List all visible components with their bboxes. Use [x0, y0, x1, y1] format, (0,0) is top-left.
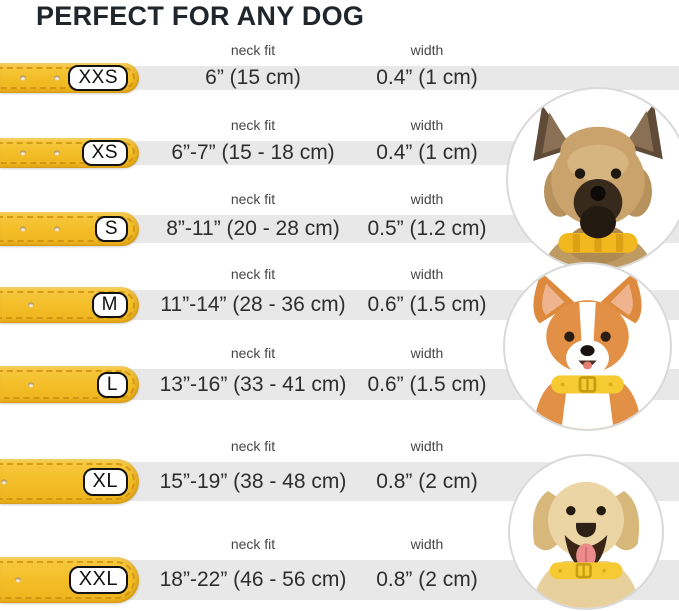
- width-column-header: width: [410, 536, 444, 552]
- collar-band: 6” (15 cm) 0.4” (1 cm) XXS: [0, 63, 679, 93]
- width-column-header: width: [410, 438, 444, 454]
- neck-fit-value: 6” (15 cm): [205, 66, 301, 89]
- corgi-dog-image: [533, 272, 642, 429]
- collar-hole: [28, 302, 34, 308]
- width-value: 0.8” (2 cm): [376, 469, 478, 493]
- neck-fit-column-header: neck fit: [230, 536, 276, 552]
- collar-strap: S: [0, 212, 139, 246]
- collar-hole: [54, 75, 60, 81]
- width-column-header: width: [410, 345, 444, 361]
- size-label: XXL: [68, 566, 128, 594]
- row-header: neck fit width: [0, 436, 679, 459]
- width-column-header: width: [410, 191, 444, 207]
- neck-fit-value: 8”-11” (20 - 28 cm): [166, 217, 340, 240]
- row-header: neck fit width: [0, 264, 679, 287]
- neck-fit-column-header: neck fit: [230, 266, 276, 282]
- dog-photo-corgi: [503, 262, 672, 431]
- neck-fit-column-header: neck fit: [230, 191, 276, 207]
- neck-fit-value: 13”-16” (33 - 41 cm): [159, 372, 347, 396]
- width-value: 0.6” (1.5 cm): [367, 372, 487, 396]
- size-row-xxs: neck fit width 6” (15 cm) 0.4” (1 cm) XX…: [0, 40, 679, 93]
- neck-fit-column-header: neck fit: [230, 345, 276, 361]
- neck-fit-value: 18”-22” (46 - 56 cm): [159, 568, 347, 591]
- collar-strap: XXS: [0, 63, 139, 93]
- row-header: neck fit width: [0, 115, 679, 138]
- size-label: XL: [82, 467, 128, 496]
- neck-fit-value: 15”-19” (38 - 48 cm): [159, 469, 347, 493]
- neck-fit-value: 11”-14” (28 - 36 cm): [160, 293, 346, 316]
- row-header: neck fit width: [0, 534, 679, 557]
- width-column-header: width: [410, 42, 444, 58]
- dog-photo-labrador: [508, 454, 664, 610]
- dog-photo-terrier: [506, 87, 679, 271]
- size-label: XS: [81, 140, 128, 166]
- terrier-dog-image: [533, 103, 663, 269]
- width-column-header: width: [410, 266, 444, 282]
- labrador-dog-image: [530, 481, 642, 608]
- width-column-header: width: [410, 117, 444, 133]
- collar-strap: XXL: [0, 557, 139, 603]
- row-header: neck fit width: [0, 189, 679, 212]
- neck-fit-column-header: neck fit: [230, 438, 276, 454]
- collar-hole: [54, 226, 60, 232]
- width-value: 0.4” (1 cm): [376, 141, 478, 164]
- collar-hole: [15, 577, 21, 583]
- size-label: XXS: [68, 65, 128, 91]
- row-header: neck fit width: [0, 40, 679, 63]
- collar-hole: [20, 150, 26, 156]
- width-value: 0.5” (1.2 cm): [367, 217, 487, 240]
- page-title: PERFECT FOR ANY DOG: [36, 1, 365, 31]
- collar-strap: L: [0, 366, 139, 403]
- collar-hole: [28, 382, 34, 387]
- size-label: L: [96, 371, 128, 398]
- width-value: 0.4” (1 cm): [376, 66, 478, 89]
- collar-strap: XL: [0, 459, 139, 504]
- collar-strap: M: [0, 287, 139, 323]
- size-label: M: [91, 292, 128, 318]
- collar-hole: [20, 75, 26, 81]
- neck-fit-value: 6”-7” (15 - 18 cm): [171, 141, 335, 164]
- width-value: 0.6” (1.5 cm): [367, 293, 487, 316]
- row-header: neck fit width: [0, 343, 679, 366]
- neck-fit-column-header: neck fit: [230, 42, 276, 58]
- size-label: S: [94, 216, 128, 242]
- collar-strap: XS: [0, 138, 139, 168]
- width-value: 0.8” (2 cm): [376, 568, 478, 591]
- neck-fit-column-header: neck fit: [230, 117, 276, 133]
- collar-hole: [20, 226, 26, 232]
- collar-hole: [54, 150, 60, 156]
- collar-hole: [1, 479, 7, 484]
